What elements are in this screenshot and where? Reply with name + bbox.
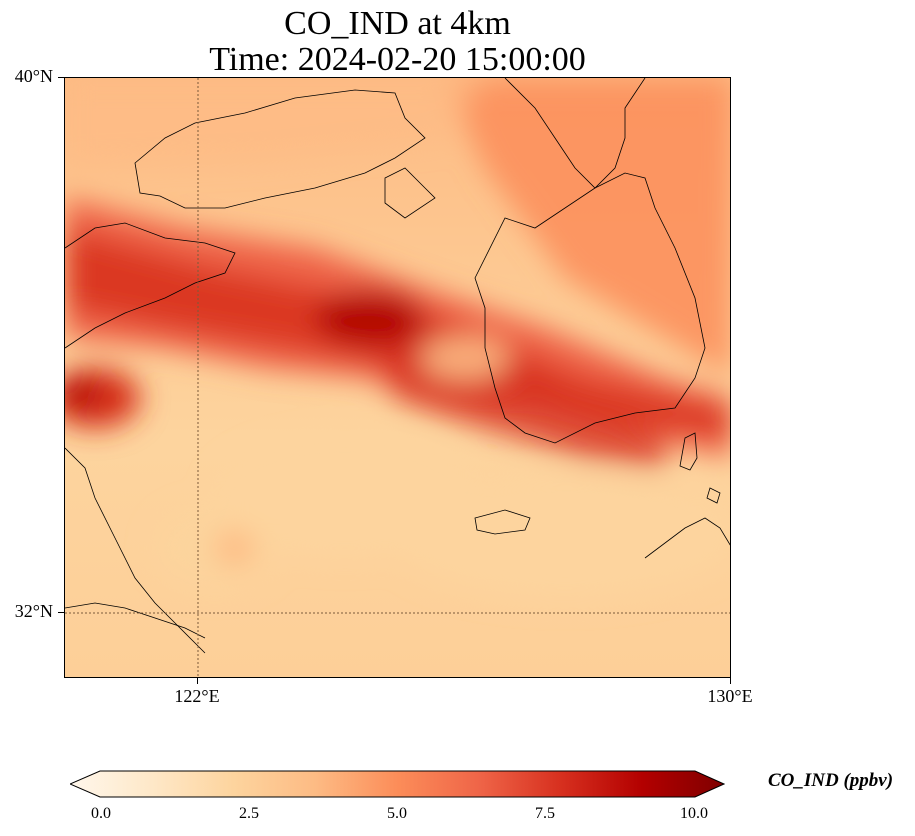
ytick-label-32n: 32°N <box>14 601 53 621</box>
xtick-label-122e: 122°E <box>174 686 220 706</box>
colorbar-tick-0: 0.0 <box>91 805 111 822</box>
pollution-plume <box>65 78 730 598</box>
colorbar-tick-10: 10.0 <box>680 805 708 822</box>
colorbar-tick-7-5: 7.5 <box>535 805 555 822</box>
xtick-label-130e: 130°E <box>707 686 753 706</box>
coastlines <box>65 78 730 654</box>
colorbar-tick-2-5: 2.5 <box>239 805 259 822</box>
ytick-mark-32n <box>58 612 64 613</box>
map-panel[interactable] <box>64 77 731 678</box>
map-title-line2: Time: 2024-02-20 15:00:00 <box>209 41 586 78</box>
colorbar-label: CO_IND (ppbv) <box>768 770 894 791</box>
concentration-field <box>65 78 730 677</box>
colorbar <box>70 770 725 798</box>
ytick-label-40n: 40°N <box>14 66 53 86</box>
xtick-mark-122e <box>197 678 198 684</box>
map-title-line1: CO_IND at 4km <box>284 5 511 42</box>
xtick-mark-130e <box>730 678 731 684</box>
colorbar-tick-5: 5.0 <box>387 805 407 822</box>
ytick-mark-40n <box>58 77 64 78</box>
